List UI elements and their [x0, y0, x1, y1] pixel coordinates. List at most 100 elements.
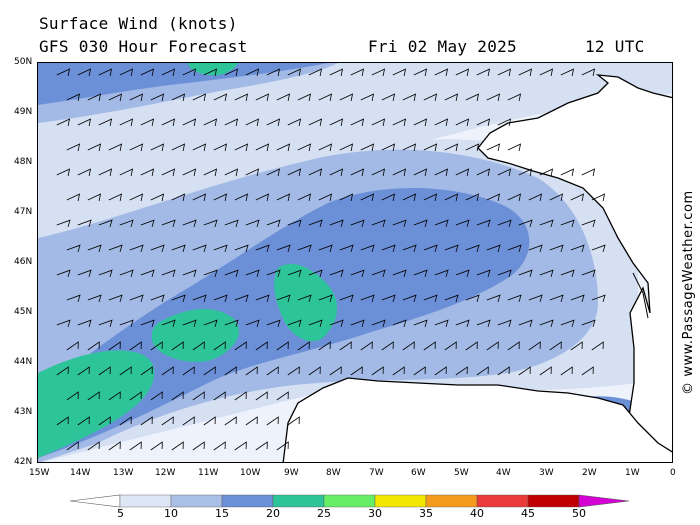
wind-barb [339, 193, 354, 202]
wind-barb [203, 68, 218, 77]
wind-barb [581, 319, 596, 328]
colorbar-label: 30 [368, 507, 382, 520]
wind-barb [455, 118, 470, 127]
lat-label: 43N [14, 407, 33, 417]
wind-barb [392, 366, 405, 376]
wind-barb [56, 118, 71, 127]
wind-barb [402, 341, 415, 351]
wind-barb [360, 93, 375, 102]
wind-barb [413, 269, 428, 278]
wind-barb [350, 118, 365, 127]
wind-barb [266, 118, 281, 127]
wind-barb [413, 319, 428, 328]
wind-barb [119, 68, 134, 77]
wind-barb [350, 68, 365, 77]
wind-barb [560, 319, 575, 328]
wind-barb [140, 366, 153, 376]
wind-barb [150, 143, 165, 152]
wind-barb [381, 193, 396, 202]
wind-barb [171, 294, 186, 303]
wind-barb [570, 193, 585, 202]
wind-barb [360, 294, 375, 303]
wind-barb [528, 341, 541, 351]
wind-barb [549, 244, 564, 253]
wind-barb [434, 366, 447, 376]
wind-barb [213, 244, 228, 253]
wind-barb [518, 269, 533, 278]
wind-barb [140, 68, 155, 77]
wind-barb [182, 219, 197, 228]
lat-label: 45N [14, 307, 33, 317]
wind-barb [287, 269, 302, 278]
wind-barb [329, 366, 342, 376]
wind-barb [129, 193, 144, 202]
wind-barb [234, 244, 249, 253]
wind-barb [77, 416, 90, 426]
wind-barb [476, 269, 491, 278]
wind-barb [308, 269, 323, 278]
wind-barb [455, 68, 470, 77]
wind-barb [192, 93, 207, 102]
wind-barb [56, 269, 71, 278]
wind-barb [276, 341, 289, 351]
wind-barb [150, 193, 165, 202]
wind-barb [129, 441, 142, 451]
wind-barb [444, 244, 459, 253]
wind-barb [444, 193, 459, 202]
wind-barb [276, 244, 291, 253]
wind-barb [87, 143, 102, 152]
wind-barb [224, 168, 239, 177]
wind-barb [255, 93, 270, 102]
wind-barb [192, 341, 205, 351]
wind-barb [234, 93, 249, 102]
wind-barb [77, 366, 90, 376]
wind-barb [129, 341, 142, 351]
wind-barb [318, 193, 333, 202]
wind-barb [360, 143, 375, 152]
wind-barb [245, 168, 260, 177]
wind-barb [297, 294, 312, 303]
wind-barb [234, 341, 247, 351]
wind-barb [360, 341, 373, 351]
wind-barb [171, 93, 186, 102]
wind-barb [266, 366, 279, 376]
wind-barb [56, 416, 69, 426]
wind-barb [486, 294, 501, 303]
lon-label: 7W [369, 468, 384, 478]
wind-barb [581, 168, 596, 177]
wind-barb [476, 168, 491, 177]
wind-barb [434, 168, 449, 177]
wind-barb [413, 219, 428, 228]
wind-barb [455, 319, 470, 328]
wind-barb [476, 319, 491, 328]
wind-barb [350, 366, 363, 376]
wind-barb [507, 143, 522, 152]
wind-barb [381, 341, 394, 351]
wind-barb [339, 341, 352, 351]
wind-barb [434, 68, 449, 77]
wind-barb [455, 366, 468, 376]
wind-barb [108, 341, 121, 351]
wind-barb [350, 219, 365, 228]
wind-barb [465, 244, 480, 253]
wind-barb [528, 244, 543, 253]
wind-barb [392, 269, 407, 278]
wind-barb [360, 193, 375, 202]
wind-barb [203, 319, 218, 328]
lon-label: 15W [29, 468, 50, 478]
wind-barb [434, 319, 449, 328]
wind-barb [413, 118, 428, 127]
wind-barb [213, 143, 228, 152]
wind-barb [87, 441, 100, 451]
wind-barb [119, 118, 134, 127]
wind-barb [182, 366, 195, 376]
wind-barb [308, 366, 321, 376]
wind-barb [266, 416, 279, 426]
wind-barb [245, 366, 258, 376]
wind-barb [465, 341, 478, 351]
wind-barb [318, 244, 333, 253]
wind-barb [140, 118, 155, 127]
wind-barb [213, 193, 228, 202]
wind-barb [182, 168, 197, 177]
wind-barb [287, 416, 300, 426]
